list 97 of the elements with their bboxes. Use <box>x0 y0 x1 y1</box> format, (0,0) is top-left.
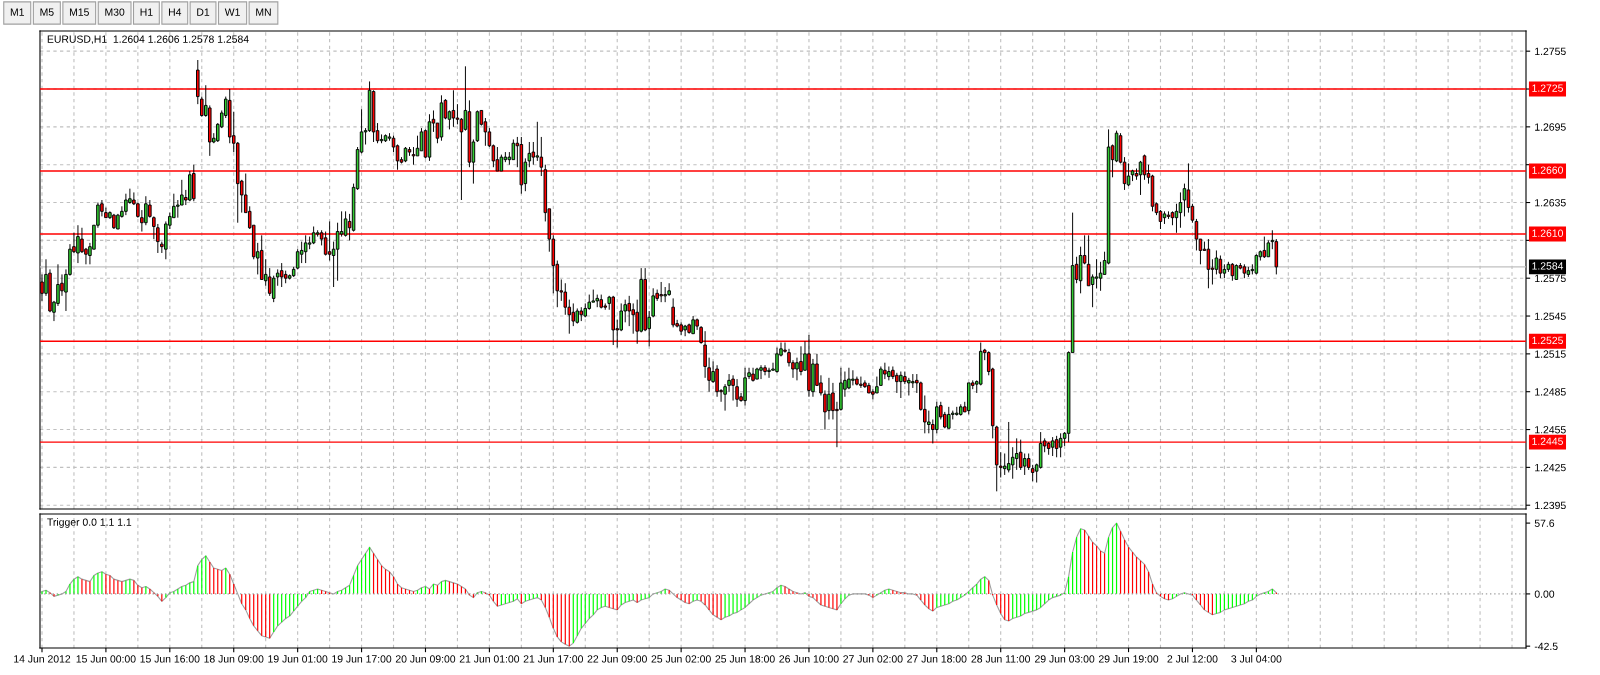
y-tick-label: 0.00 <box>1534 590 1555 598</box>
candlestick <box>899 371 903 399</box>
candlestick <box>279 262 284 288</box>
candlestick <box>958 403 963 417</box>
x-tick-label: 19 Jun 01:00 <box>268 655 328 663</box>
y-tick-label: 1.2695 <box>1535 123 1566 131</box>
candlestick <box>383 133 388 143</box>
candlestick <box>1234 263 1239 280</box>
candlestick <box>303 234 308 264</box>
candlestick <box>1246 266 1251 278</box>
x-tick-label: 14 Jun 2012 <box>14 655 71 663</box>
y-tick-label: 1.2515 <box>1535 350 1566 358</box>
x-tick-label: 2 Jul 12:00 <box>1167 654 1218 663</box>
candlestick <box>851 369 855 386</box>
x-tick-label: 20 Jun 09:00 <box>395 655 456 663</box>
candlestick <box>671 297 675 328</box>
candlestick <box>575 307 580 325</box>
ref-line-label: 1.2610 <box>1532 229 1564 237</box>
y-tick-label: 1.2485 <box>1535 388 1566 396</box>
y-tick-label: 1.2635 <box>1535 199 1566 207</box>
candlestick <box>579 306 584 322</box>
x-tick-label: 15 Jun 16:00 <box>140 655 200 663</box>
x-tick-label: 26 Jun 10:00 <box>779 655 839 663</box>
text: D1 <box>197 8 210 16</box>
candlestick <box>595 294 600 308</box>
y-tick-label: -42.5 <box>1534 642 1558 651</box>
chart-title: Trigger 0.0 1.1 1.1 <box>47 518 132 528</box>
y-tick-label: 1.2755 <box>1535 47 1566 56</box>
x-tick-label: 29 Jun 03:00 <box>1035 655 1095 663</box>
candlestick <box>763 364 767 376</box>
candlestick <box>691 315 695 335</box>
x-tick-label: 19 Jun 17:00 <box>332 655 392 663</box>
y-tick-label: 1.2575 <box>1535 274 1566 283</box>
candlestick <box>1130 169 1135 182</box>
x-tick-label: 25 Jun 18:00 <box>715 655 775 663</box>
x-tick-label: 3 Jul 04:00 <box>1231 654 1282 663</box>
candlestick <box>311 226 316 245</box>
candlestick <box>439 94 444 142</box>
candlestick <box>1206 238 1211 289</box>
x-tick-label: 21 Jun 01:00 <box>459 655 520 663</box>
text: W1 <box>224 8 240 16</box>
text: M15 <box>69 8 89 16</box>
candlestick <box>743 367 747 407</box>
y-tick-label: 1.2545 <box>1535 312 1566 320</box>
candlestick <box>403 146 408 163</box>
candlestick <box>291 266 296 278</box>
candlestick <box>124 193 128 216</box>
y-tick-label: 1.2455 <box>1535 426 1566 434</box>
x-tick-label: 27 Jun 18:00 <box>907 655 967 663</box>
candlestick <box>1178 191 1183 229</box>
x-tick-label: 29 Jun 19:00 <box>1098 655 1159 663</box>
candlestick <box>1254 253 1259 275</box>
candlestick <box>1242 263 1247 279</box>
candlestick <box>799 345 803 376</box>
candlestick <box>343 210 348 238</box>
ref-line-label: 1.2525 <box>1532 336 1563 345</box>
ref-line-label: 1.2584 <box>1532 262 1564 270</box>
candlestick <box>947 406 951 429</box>
candlestick <box>427 113 432 162</box>
x-tick-label: 15 Jun 00:00 <box>76 655 136 663</box>
candlestick <box>683 324 687 337</box>
text: H4 <box>168 8 182 16</box>
text: H1 <box>140 8 153 16</box>
candlestick <box>76 224 80 264</box>
candlestick <box>1262 236 1267 259</box>
y-tick-label: 1.2425 <box>1535 463 1566 472</box>
text: MN <box>256 8 271 16</box>
ref-line-label: 1.2445 <box>1532 437 1563 445</box>
candlestick <box>663 286 667 303</box>
candlestick <box>966 382 971 415</box>
candlestick <box>659 281 663 303</box>
candlestick <box>887 365 891 381</box>
candlestick <box>1050 436 1055 457</box>
ref-line-label: 1.2660 <box>1532 166 1564 174</box>
x-tick-label: 25 Jun 02:00 <box>651 655 711 663</box>
y-tick-label: 1.2395 <box>1535 501 1566 510</box>
candlestick <box>767 367 771 379</box>
candlestick <box>679 321 683 336</box>
x-tick-label: 28 Jun 11:00 <box>971 655 1031 663</box>
candlestick <box>1054 435 1059 458</box>
chart-title: EURUSD,H1 1.2604 1.2606 1.2578 1.2584 <box>47 35 249 45</box>
candlestick <box>775 347 779 374</box>
x-tick-label: 27 Jun 02:00 <box>843 655 903 663</box>
candlestick <box>1058 432 1063 458</box>
x-tick-label: 22 Jun 09:00 <box>587 655 647 663</box>
candlestick <box>1230 262 1235 282</box>
text: M5 <box>40 8 54 16</box>
text: M1 <box>10 8 24 16</box>
candlestick <box>599 294 604 309</box>
candlestick <box>955 406 959 417</box>
candlestick <box>859 376 863 389</box>
text: M30 <box>105 8 125 16</box>
x-tick-label: 18 Jun 09:00 <box>204 655 264 663</box>
candlestick <box>1162 210 1167 225</box>
y-tick-label: 57.6 <box>1534 519 1555 527</box>
x-tick-label: 21 Jun 17:00 <box>523 655 584 663</box>
ref-line-label: 1.2725 <box>1532 84 1563 92</box>
